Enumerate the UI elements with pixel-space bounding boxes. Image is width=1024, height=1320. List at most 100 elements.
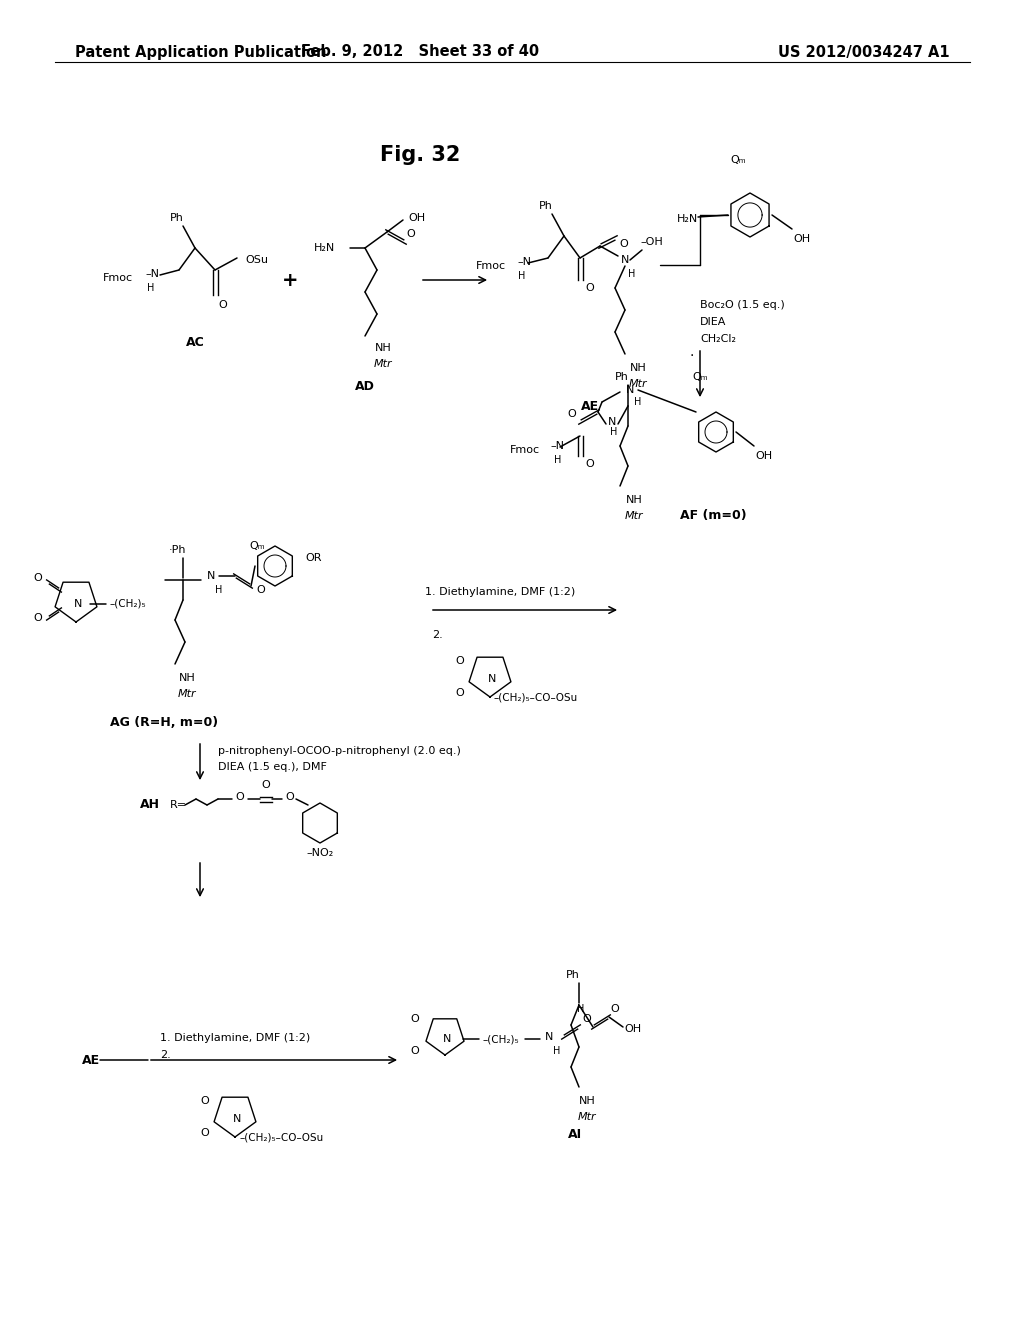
Text: N: N bbox=[545, 1032, 553, 1041]
Text: Ph: Ph bbox=[539, 201, 553, 211]
Text: O: O bbox=[456, 656, 464, 667]
Text: Fmoc: Fmoc bbox=[102, 273, 133, 282]
Text: H: H bbox=[518, 271, 525, 281]
Text: Qₘ: Qₘ bbox=[249, 541, 265, 550]
Text: AC: AC bbox=[185, 335, 205, 348]
Text: Qₘ: Qₘ bbox=[730, 154, 745, 165]
Text: –(CH₂)₅: –(CH₂)₅ bbox=[482, 1034, 519, 1044]
Text: Fmoc: Fmoc bbox=[510, 445, 540, 455]
Text: 2.: 2. bbox=[432, 630, 442, 640]
Text: OH: OH bbox=[625, 1024, 642, 1034]
Text: O: O bbox=[586, 459, 594, 469]
Text: Ph: Ph bbox=[170, 213, 184, 223]
Text: H: H bbox=[553, 1045, 561, 1056]
Text: NH: NH bbox=[375, 343, 391, 352]
Text: N: N bbox=[207, 572, 215, 581]
Text: N: N bbox=[442, 1034, 452, 1044]
Text: 1. Diethylamine, DMF (1:2): 1. Diethylamine, DMF (1:2) bbox=[425, 587, 575, 597]
Text: Mtr: Mtr bbox=[629, 379, 647, 389]
Text: OH: OH bbox=[756, 451, 772, 461]
Text: O: O bbox=[407, 228, 416, 239]
Text: O: O bbox=[620, 239, 629, 249]
Text: H: H bbox=[634, 397, 642, 407]
Text: R=: R= bbox=[170, 800, 187, 810]
Text: –N: –N bbox=[517, 257, 531, 267]
Text: O: O bbox=[201, 1129, 209, 1138]
Text: H₂N: H₂N bbox=[677, 214, 698, 224]
Text: AF (m=0): AF (m=0) bbox=[680, 510, 746, 523]
Text: NH: NH bbox=[579, 1096, 595, 1106]
Text: AI: AI bbox=[568, 1129, 582, 1142]
Text: H₂N: H₂N bbox=[313, 243, 335, 253]
Text: N: N bbox=[74, 599, 82, 609]
Text: O: O bbox=[34, 573, 42, 583]
Text: N: N bbox=[487, 675, 497, 684]
Text: AE: AE bbox=[581, 400, 599, 412]
Text: H: H bbox=[147, 282, 155, 293]
Text: –(CH₂)₅–CO–OSu: –(CH₂)₅–CO–OSu bbox=[494, 692, 579, 702]
Text: Mtr: Mtr bbox=[374, 359, 392, 370]
Text: Mtr: Mtr bbox=[625, 511, 643, 521]
Text: 1. Diethylamine, DMF (1:2): 1. Diethylamine, DMF (1:2) bbox=[160, 1034, 310, 1043]
Text: N: N bbox=[232, 1114, 242, 1125]
Text: Feb. 9, 2012   Sheet 33 of 40: Feb. 9, 2012 Sheet 33 of 40 bbox=[301, 45, 539, 59]
Text: –NO₂: –NO₂ bbox=[306, 847, 334, 858]
Text: –N: –N bbox=[550, 441, 564, 451]
Text: O: O bbox=[583, 1014, 592, 1024]
Text: Fmoc: Fmoc bbox=[476, 261, 506, 271]
Text: NH: NH bbox=[178, 673, 196, 682]
Text: O: O bbox=[261, 780, 270, 789]
Text: OR: OR bbox=[305, 553, 322, 564]
Text: Mtr: Mtr bbox=[578, 1111, 596, 1122]
Text: 2.: 2. bbox=[160, 1049, 171, 1060]
Text: NH: NH bbox=[630, 363, 646, 374]
Text: NH: NH bbox=[626, 495, 642, 506]
Text: AD: AD bbox=[355, 380, 375, 392]
Text: O: O bbox=[34, 612, 42, 623]
Text: O: O bbox=[236, 792, 245, 803]
Text: H: H bbox=[610, 426, 617, 437]
Text: Mtr: Mtr bbox=[178, 689, 197, 700]
Text: OH: OH bbox=[794, 234, 811, 244]
Text: N: N bbox=[621, 255, 629, 265]
Text: US 2012/0034247 A1: US 2012/0034247 A1 bbox=[778, 45, 950, 59]
Text: Boc₂O (1.5 eq.): Boc₂O (1.5 eq.) bbox=[700, 300, 784, 310]
Text: O: O bbox=[411, 1014, 420, 1024]
Text: O: O bbox=[586, 282, 594, 293]
Text: H: H bbox=[215, 585, 222, 595]
Text: ·Ph: ·Ph bbox=[168, 545, 185, 554]
Text: DIEA (1.5 eq.), DMF: DIEA (1.5 eq.), DMF bbox=[218, 762, 327, 772]
Text: N: N bbox=[608, 417, 616, 426]
Text: AH: AH bbox=[140, 799, 160, 812]
Text: –N: –N bbox=[145, 269, 159, 279]
Text: O: O bbox=[411, 1045, 420, 1056]
Text: AG (R=H, m=0): AG (R=H, m=0) bbox=[110, 717, 218, 730]
Text: –OH: –OH bbox=[641, 238, 664, 247]
Text: –(CH₂)₅: –(CH₂)₅ bbox=[110, 599, 146, 609]
Text: O: O bbox=[201, 1096, 209, 1106]
Text: Qₘ: Qₘ bbox=[692, 372, 708, 381]
Text: H: H bbox=[578, 1005, 585, 1014]
Text: p-nitrophenyl-OCOO-p-nitrophenyl (2.0 eq.): p-nitrophenyl-OCOO-p-nitrophenyl (2.0 eq… bbox=[218, 746, 461, 756]
Text: H: H bbox=[629, 269, 636, 279]
Text: H: H bbox=[554, 455, 562, 465]
Text: Ph: Ph bbox=[566, 970, 580, 979]
Text: O: O bbox=[257, 585, 265, 595]
Text: O: O bbox=[567, 409, 577, 418]
Text: O: O bbox=[219, 300, 227, 310]
Text: Fig. 32: Fig. 32 bbox=[380, 145, 460, 165]
Text: ·: · bbox=[690, 348, 694, 363]
Text: OSu: OSu bbox=[246, 255, 268, 265]
Text: N: N bbox=[626, 385, 634, 395]
Text: OH: OH bbox=[409, 213, 426, 223]
Text: CH₂Cl₂: CH₂Cl₂ bbox=[700, 334, 736, 345]
Text: Ph: Ph bbox=[615, 372, 629, 381]
Text: O: O bbox=[456, 688, 464, 698]
Text: O: O bbox=[610, 1005, 620, 1014]
Text: Patent Application Publication: Patent Application Publication bbox=[75, 45, 327, 59]
Text: –(CH₂)₅–CO–OSu: –(CH₂)₅–CO–OSu bbox=[239, 1133, 324, 1142]
Text: DIEA: DIEA bbox=[700, 317, 726, 327]
Text: AE: AE bbox=[82, 1053, 100, 1067]
Text: O: O bbox=[286, 792, 294, 803]
Text: +: + bbox=[282, 271, 298, 289]
